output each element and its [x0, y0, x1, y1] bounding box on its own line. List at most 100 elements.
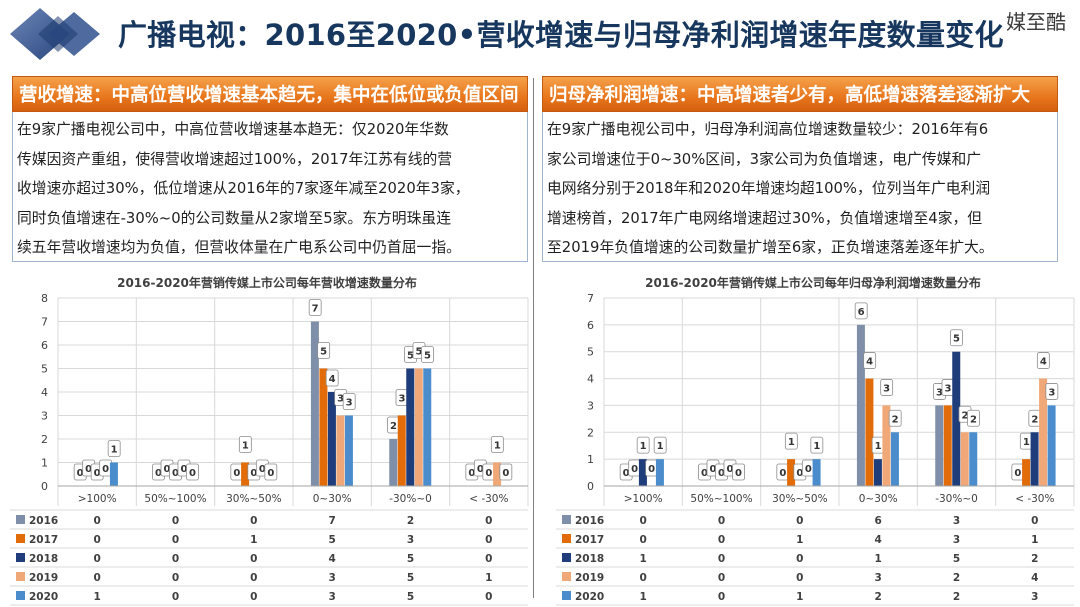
data-label: 0	[468, 468, 475, 479]
bar-2020	[344, 415, 353, 486]
bar-2019	[336, 415, 345, 486]
legend-swatch	[16, 572, 25, 581]
legend-swatch	[16, 515, 25, 524]
table-cell: 2	[875, 591, 882, 603]
table-cell: 1	[485, 572, 492, 584]
bar-2018	[327, 392, 336, 486]
table-cell: 3	[953, 534, 960, 546]
table-cell: 1	[640, 591, 647, 603]
bar-2017	[943, 405, 952, 486]
data-label: 1	[657, 441, 664, 452]
data-label: 5	[320, 347, 327, 358]
data-label: 2	[962, 410, 969, 421]
data-label: 6	[858, 307, 865, 318]
data-label: 0	[155, 468, 162, 479]
data-label-box	[880, 379, 894, 396]
table-cell: 0	[94, 534, 101, 546]
bar-2020	[812, 459, 821, 486]
table-cell: 5	[329, 534, 336, 546]
table-cell: 0	[250, 572, 257, 584]
data-label-box	[863, 352, 877, 369]
profit-panel-text: 在9家广播电视公司中，归母净利润高位增速数量较少：2016年有6 家公司增速位于…	[542, 112, 1058, 262]
profit-chart-title: 2016-2020年营销传媒上市公司每年归母净利润增速数量分布	[645, 276, 981, 290]
profit-panel-heading: 归母净利润增速：中高增速者少有，高低增速落差逐渐扩大	[542, 76, 1058, 112]
revenue-chart-title: 2016-2020年营销传媒上市公司每年营收增速数量分布	[117, 276, 417, 290]
table-cell: 4	[875, 534, 882, 546]
table-cell: 1	[640, 553, 647, 565]
table-cell: 0	[250, 591, 257, 603]
table-cell: 0	[94, 515, 101, 527]
data-label: 0	[94, 468, 101, 479]
table-cell: 3	[329, 591, 336, 603]
data-label: 0	[796, 468, 803, 479]
data-label: 0	[718, 468, 725, 479]
data-label-box	[317, 342, 331, 359]
legend-series-name: 2019	[29, 572, 58, 584]
x-category-label: >100%	[78, 493, 117, 505]
data-label: 7	[312, 304, 319, 315]
table-cell: 0	[172, 591, 179, 603]
data-label: 1	[788, 437, 795, 448]
data-label: 1	[494, 441, 501, 452]
data-label: 0	[779, 468, 786, 479]
data-label-box	[107, 440, 121, 457]
y-tick-label: 7	[587, 292, 594, 305]
legend-swatch	[16, 553, 25, 562]
bar-2018	[406, 368, 415, 486]
data-label-box	[238, 436, 252, 453]
bar-2019	[882, 405, 891, 486]
legend-swatch	[562, 591, 571, 600]
bar-2020	[109, 462, 118, 486]
bar-2020	[423, 368, 432, 486]
data-label-box	[264, 463, 278, 481]
y-tick-label: 0	[587, 480, 594, 493]
bar-2017	[241, 462, 250, 486]
table-cell: 1	[1031, 534, 1038, 546]
table-cell: 3	[1031, 591, 1038, 603]
x-category-label: 0~30%	[859, 493, 898, 505]
data-label: 0	[233, 468, 240, 479]
y-tick-label: 4	[41, 386, 48, 399]
bar-2017	[865, 378, 874, 486]
data-label: 1	[640, 441, 647, 452]
data-label: 3	[945, 383, 952, 394]
table-cell: 0	[485, 591, 492, 603]
bar-2016	[310, 321, 319, 486]
x-category-label: -30%~0	[389, 493, 432, 505]
legend-series-name: 2016	[29, 515, 58, 527]
legend-series-name: 2020	[575, 591, 604, 603]
data-label: 0	[102, 464, 109, 475]
y-tick-label: 2	[41, 433, 48, 446]
legend-swatch	[16, 534, 25, 543]
data-label: 0	[701, 468, 708, 479]
data-label: 0	[189, 468, 196, 479]
data-label-box	[732, 463, 745, 481]
bar-2016	[389, 439, 398, 486]
data-label: 2	[970, 414, 977, 425]
y-tick-label: 3	[587, 399, 594, 412]
table-cell: 3	[407, 534, 414, 546]
bar-2016	[856, 324, 865, 486]
x-category-label: 0~30%	[313, 493, 352, 505]
data-label: 4	[1040, 357, 1047, 368]
page-title: 广播电视：2016至2020•营收增速与归母净利润增速年度数量变化	[118, 18, 1004, 52]
table-cell: 5	[407, 553, 414, 565]
y-tick-label: 6	[41, 339, 48, 352]
table-cell: 5	[953, 553, 960, 565]
bar-2019	[414, 368, 423, 486]
data-label-box	[967, 409, 980, 427]
revenue-text-line: 同时负值增速在-30%~0的公司数量从2家增至5家。东方明珠虽连	[17, 209, 451, 227]
y-tick-label: 4	[587, 373, 594, 386]
y-tick-label: 3	[41, 410, 48, 423]
bar-2018	[638, 459, 647, 486]
data-label: 0	[648, 464, 655, 475]
table-cell: 0	[172, 553, 179, 565]
table-cell: 0	[640, 534, 647, 546]
bar-2017	[787, 459, 796, 486]
table-cell: 7	[329, 515, 336, 527]
data-label: 0	[164, 464, 171, 475]
data-label: 0	[250, 468, 257, 479]
bar-2018	[952, 351, 961, 486]
data-label-box	[342, 393, 356, 410]
